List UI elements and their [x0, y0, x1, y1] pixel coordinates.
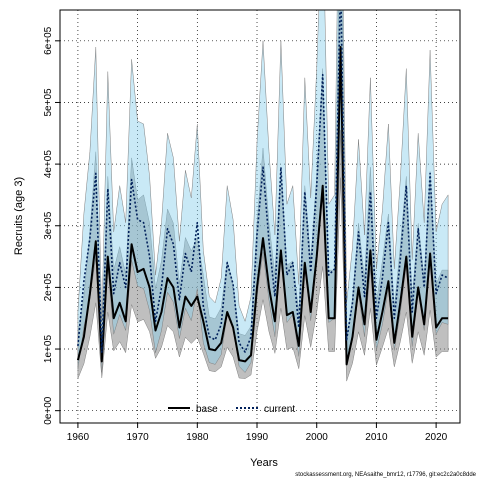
x-axis: 1960 1970 1980 1990 2000 2010 2020	[67, 423, 448, 443]
y-tick-label: 6e+05	[43, 26, 54, 55]
y-axis-title: Recruits (age 3)	[13, 177, 25, 255]
x-tick-label: 1990	[246, 432, 269, 443]
y-tick-label: 1e+05	[43, 335, 54, 364]
series-line-base	[76, 46, 449, 366]
series-lines	[76, 10, 449, 366]
legend: base current	[168, 404, 295, 415]
x-tick-label: 1970	[126, 432, 149, 443]
y-tick-label: 3e+05	[43, 211, 54, 240]
y-tick-label: 2e+05	[43, 273, 54, 302]
x-axis-title: Years	[250, 457, 278, 469]
y-tick-label: 0e+00	[43, 396, 54, 425]
series-line-current	[77, 10, 449, 353]
x-tick-label: 1960	[67, 432, 90, 443]
legend-label-base: base	[196, 404, 218, 415]
x-tick-label: 2020	[425, 432, 448, 443]
x-tick-label: 1980	[186, 432, 209, 443]
y-tick-label: 5e+05	[43, 88, 54, 117]
confidence-band-base	[77, 10, 449, 382]
footer-text: stockassessment.org, NEAsaithe_bmr12, r1…	[295, 472, 476, 478]
y-tick-label: 4e+05	[43, 150, 54, 179]
plot-frame	[59, 9, 461, 424]
x-tick-label: 2010	[365, 432, 388, 443]
y-axis: 0e+00 1e+05 2e+05 3e+05 4e+05 5e+05 6e+05	[43, 26, 60, 425]
legend-label-current: current	[264, 404, 295, 415]
x-tick-label: 2000	[306, 432, 329, 443]
